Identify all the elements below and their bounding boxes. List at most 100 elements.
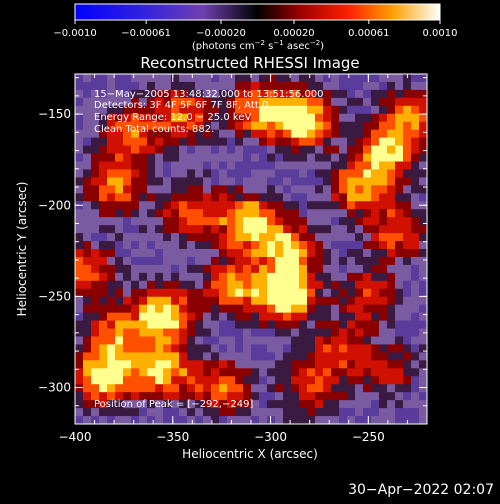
heatmap-cell bbox=[235, 264, 244, 274]
heatmap-cell bbox=[355, 328, 364, 338]
heatmap-cell bbox=[107, 336, 116, 346]
heatmap-cell bbox=[299, 185, 308, 194]
heatmap-cell bbox=[387, 105, 396, 115]
heatmap-cell bbox=[419, 384, 427, 393]
heatmap-cell bbox=[347, 74, 356, 83]
heatmap-cell bbox=[259, 256, 268, 266]
heatmap-cell bbox=[179, 264, 188, 274]
heatmap-cell bbox=[387, 185, 396, 194]
heatmap-cell bbox=[411, 264, 420, 274]
heatmap-cell bbox=[91, 360, 100, 369]
heatmap-cell bbox=[267, 105, 276, 115]
heatmap-cell bbox=[123, 336, 132, 346]
heatmap-cell bbox=[259, 121, 268, 131]
heatmap-cell bbox=[171, 296, 180, 306]
heatmap-cell bbox=[195, 177, 204, 186]
heatmap-cell bbox=[203, 217, 212, 226]
heatmap-cell bbox=[195, 201, 204, 210]
heatmap-cell bbox=[371, 113, 380, 123]
heatmap-cell bbox=[195, 169, 204, 178]
heatmap-cell bbox=[379, 336, 388, 346]
heatmap-cell bbox=[187, 89, 196, 99]
heatmap-cell bbox=[291, 264, 300, 274]
heatmap-cell bbox=[347, 392, 356, 401]
heatmap-cell bbox=[131, 256, 140, 266]
heatmap-cell bbox=[131, 384, 140, 393]
heatmap-cell bbox=[379, 312, 388, 322]
heatmap-cell bbox=[187, 233, 196, 242]
heatmap-cell bbox=[251, 201, 260, 210]
heatmap-cell bbox=[371, 129, 380, 139]
heatmap-cell bbox=[291, 153, 300, 163]
heatmap-cell bbox=[387, 145, 396, 155]
heatmap-cell bbox=[219, 81, 228, 91]
heatmap-cell bbox=[91, 264, 100, 274]
heatmap-cell bbox=[195, 320, 204, 330]
heatmap-cell bbox=[267, 400, 276, 409]
heatmap-cell bbox=[379, 288, 388, 298]
heatmap-cell bbox=[211, 288, 220, 298]
heatmap-cell bbox=[331, 193, 340, 202]
heatmap-cell bbox=[283, 416, 292, 424]
heatmap-cell bbox=[155, 312, 164, 322]
heatmap-cell bbox=[139, 97, 148, 107]
colorbar-tick-label: −0.00020 bbox=[196, 28, 246, 39]
heatmap-cell bbox=[115, 145, 124, 155]
heatmap-cell bbox=[99, 312, 108, 322]
heatmap-cell bbox=[339, 153, 348, 163]
heatmap-cell bbox=[283, 249, 292, 258]
heatmap-cell bbox=[179, 193, 188, 202]
heatmap-cell bbox=[91, 153, 100, 163]
heatmap-cell bbox=[355, 74, 364, 83]
heatmap-cell bbox=[171, 416, 180, 424]
heatmap-cell bbox=[275, 74, 284, 83]
heatmap-cell bbox=[347, 113, 356, 123]
heatmap-cell bbox=[355, 209, 364, 218]
heatmap-cell bbox=[155, 81, 164, 91]
heatmap-cell bbox=[139, 241, 148, 250]
heatmap-cell bbox=[243, 400, 252, 409]
heatmap-cell bbox=[139, 328, 148, 338]
heatmap-cell bbox=[251, 400, 260, 409]
heatmap-cell bbox=[283, 288, 292, 298]
heatmap-cell bbox=[123, 97, 132, 107]
heatmap-cell bbox=[155, 201, 164, 210]
heatmap-cell bbox=[267, 352, 276, 361]
heatmap-cell bbox=[371, 400, 380, 409]
heatmap-cell bbox=[419, 352, 427, 361]
heatmap-cell bbox=[75, 89, 84, 99]
heatmap-cell bbox=[147, 280, 156, 290]
heatmap-cell bbox=[411, 376, 420, 385]
heatmap-cell bbox=[371, 97, 380, 107]
heatmap-cell bbox=[275, 105, 284, 115]
heatmap-cell bbox=[411, 145, 420, 155]
heatmap-cell bbox=[251, 336, 260, 346]
heatmap-cell bbox=[291, 81, 300, 91]
heatmap-cell bbox=[203, 408, 212, 417]
heatmap-cell bbox=[411, 241, 420, 250]
heatmap-cell bbox=[355, 201, 364, 210]
heatmap-cell bbox=[123, 344, 132, 353]
heatmap-cell bbox=[187, 209, 196, 218]
heatmap-cell bbox=[99, 121, 108, 131]
heatmap-cell bbox=[275, 392, 284, 401]
heatmap-cell bbox=[147, 209, 156, 218]
heatmap-cell bbox=[275, 89, 284, 99]
heatmap-cell bbox=[91, 241, 100, 250]
heatmap-cell bbox=[91, 145, 100, 155]
heatmap-cell bbox=[75, 169, 84, 178]
heatmap-cell bbox=[243, 249, 252, 258]
heatmap-cell bbox=[227, 360, 236, 369]
heatmap-cell bbox=[251, 352, 260, 361]
heatmap-cell bbox=[219, 312, 228, 322]
heatmap-cell bbox=[347, 233, 356, 242]
heatmap-cell bbox=[411, 185, 420, 194]
heatmap-cell bbox=[219, 296, 228, 306]
heatmap-cell bbox=[203, 161, 212, 171]
heatmap-cell bbox=[347, 280, 356, 290]
heatmap-cell bbox=[203, 296, 212, 306]
heatmap-cell bbox=[347, 256, 356, 266]
heatmap-cell bbox=[187, 280, 196, 290]
heatmap-cell bbox=[307, 233, 316, 242]
heatmap-cell bbox=[139, 336, 148, 346]
